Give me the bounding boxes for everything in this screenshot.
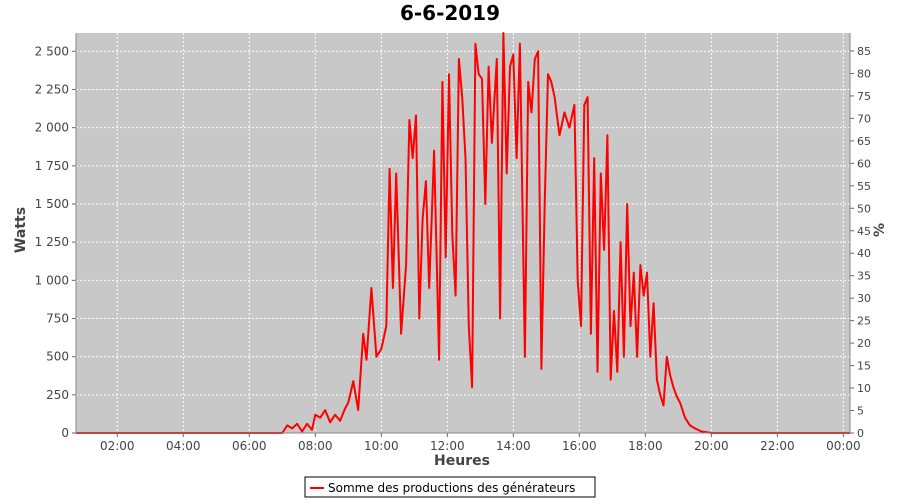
- x-tick-label: 20:00: [694, 439, 729, 453]
- x-tick-label: 04:00: [166, 439, 201, 453]
- legend: Somme des productions des générateurs: [304, 476, 596, 498]
- y2-tick-label: 5: [857, 405, 864, 418]
- x-tick-label: 12:00: [430, 439, 465, 453]
- x-tick-label: 06:00: [232, 439, 267, 453]
- y2-tick-label: 25: [857, 315, 871, 328]
- y2-tick-label: 20: [857, 337, 871, 350]
- y2-axis-label: %: [872, 223, 888, 237]
- y2-tick-label: 35: [857, 270, 871, 283]
- y-tick-label: 500: [46, 350, 69, 364]
- series-layer: [76, 32, 850, 434]
- y-tick-label: 2 500: [35, 44, 69, 58]
- x-tick-label: 16:00: [562, 439, 597, 453]
- y2-tick-label: 50: [857, 202, 871, 215]
- y2-tick-label: 85: [857, 45, 871, 58]
- series-line: [76, 32, 850, 434]
- y2-tick-label: 30: [857, 292, 871, 305]
- y2-tick-label: 40: [857, 247, 871, 260]
- x-tick-label: 22:00: [760, 439, 795, 453]
- y2-tick-label: 65: [857, 135, 871, 148]
- y-tick-label: 750: [46, 311, 69, 325]
- x-tick-label: 00:00: [826, 439, 861, 453]
- plot-background: [76, 33, 850, 433]
- legend-label: Somme des productions des générateurs: [328, 481, 575, 495]
- y-tick-label: 0: [61, 426, 69, 440]
- y2-tick-label: 0: [857, 427, 864, 440]
- y2-tick-label: 70: [857, 112, 871, 125]
- x-tick-label: 08:00: [298, 439, 333, 453]
- y-tick-label: 2 250: [35, 82, 69, 96]
- y2-tick-label: 15: [857, 360, 871, 373]
- legend-box: [304, 476, 596, 498]
- y2-tick-label: 80: [857, 67, 871, 80]
- y2-tick-label: 75: [857, 90, 871, 103]
- y-axis-label: Watts: [13, 207, 29, 253]
- y2-tick-label: 10: [857, 382, 871, 395]
- x-axis-label: Heures: [434, 453, 490, 469]
- y2-tick-label: 60: [857, 157, 871, 170]
- y-tick-label: 1 750: [35, 159, 69, 173]
- y-tick-label: 1 250: [35, 235, 69, 249]
- chart-title: 6-6-2019: [400, 1, 500, 25]
- y2-tick-label: 45: [857, 225, 871, 238]
- y-tick-label: 250: [46, 388, 69, 402]
- x-tick-label: 10:00: [364, 439, 399, 453]
- x-tick-label: 18:00: [628, 439, 663, 453]
- y-tick-label: 1 000: [35, 273, 69, 287]
- y-tick-label: 1 500: [35, 197, 69, 211]
- grid: [76, 33, 850, 434]
- plot-area: [76, 33, 850, 433]
- axes: [72, 33, 854, 437]
- x-tick-label: 02:00: [100, 439, 135, 453]
- tick-labels: 02:00 04:00 06:00 08:00 10:00 12:00 14:00 16:00…: [35, 44, 871, 453]
- x-tick-label: 14:00: [496, 439, 531, 453]
- y-tick-label: 2 000: [35, 121, 69, 135]
- y2-tick-label: 55: [857, 180, 871, 193]
